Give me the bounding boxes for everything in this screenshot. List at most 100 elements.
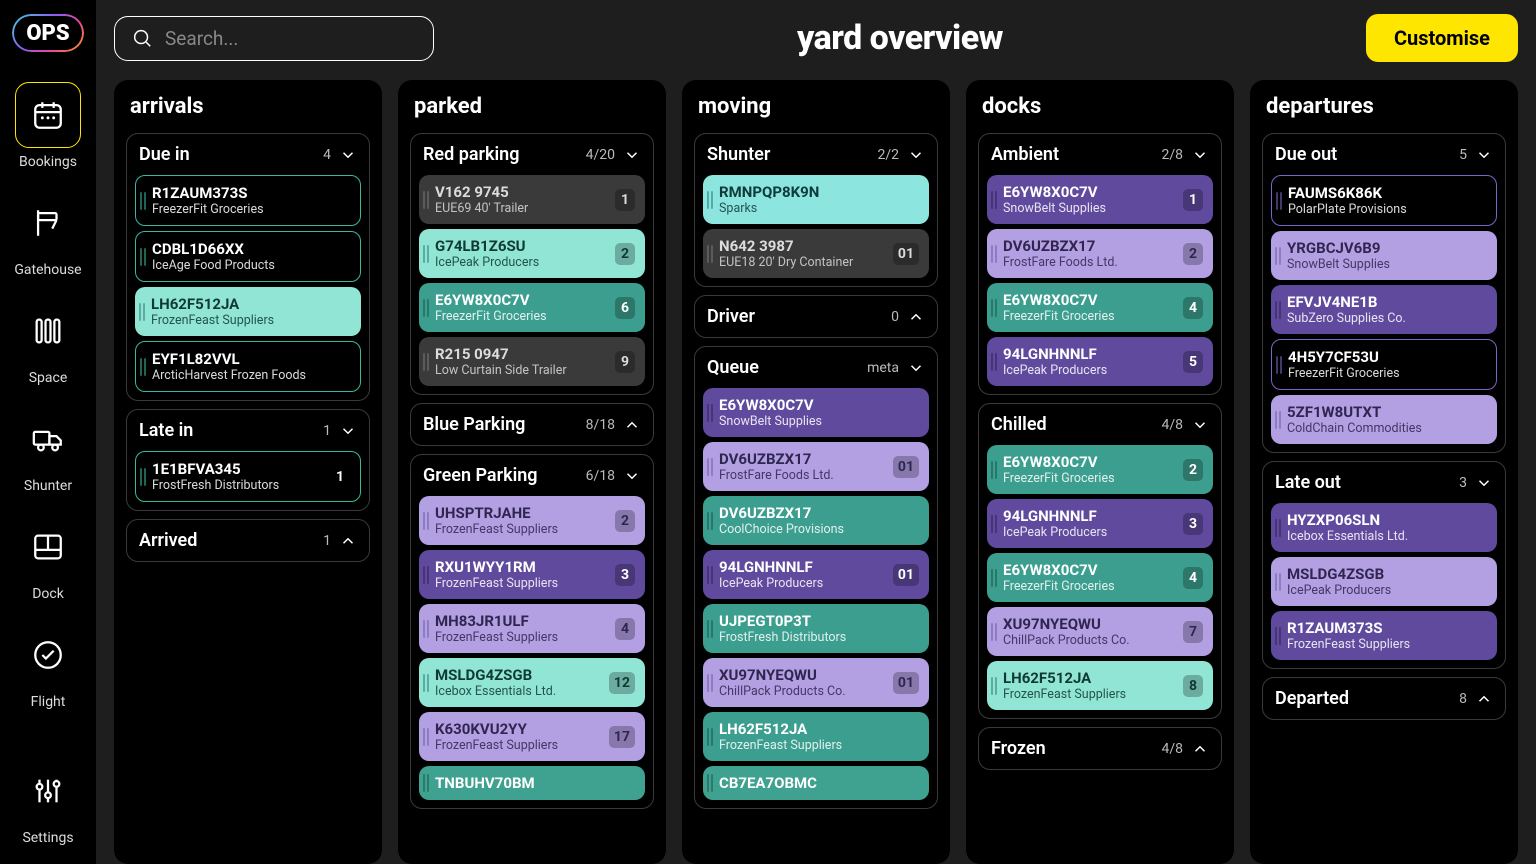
drag-handle-icon[interactable] xyxy=(703,566,717,584)
group-header[interactable]: Late out3 xyxy=(1263,462,1505,503)
card[interactable]: CDBL1D66XX IceAge Food Products xyxy=(135,231,361,282)
card[interactable]: UHSPTRJAHE FrozenFeast Suppliers 2 xyxy=(419,496,645,545)
drag-handle-icon[interactable] xyxy=(419,728,433,746)
group-header[interactable]: Ambient2/8 xyxy=(979,134,1221,175)
drag-handle-icon[interactable] xyxy=(1271,247,1285,265)
drag-handle-icon[interactable] xyxy=(987,461,1001,479)
card[interactable]: XU97NYEQWU ChillPack Products Co. 01 xyxy=(703,658,929,707)
drag-handle-icon[interactable] xyxy=(987,245,1001,263)
card[interactable]: 5ZF1W8UTXT ColdChain Commodities xyxy=(1271,395,1497,444)
card[interactable]: 4H5Y7CF53U FreezerFit Groceries xyxy=(1271,339,1497,390)
drag-handle-icon[interactable] xyxy=(419,674,433,692)
card[interactable]: LH62F512JA FrozenFeast Suppliers 8 xyxy=(987,661,1213,710)
card[interactable]: RXU1WYY1RM FrozenFeast Suppliers 3 xyxy=(419,550,645,599)
drag-handle-icon[interactable] xyxy=(136,248,150,266)
card[interactable]: EFVJV4NE1B SubZero Supplies Co. xyxy=(1271,285,1497,334)
drag-handle-icon[interactable] xyxy=(703,245,717,263)
drag-handle-icon[interactable] xyxy=(1271,411,1285,429)
drag-handle-icon[interactable] xyxy=(987,623,1001,641)
card[interactable]: 1E1BFVA345 FrostFresh Distributors 1 xyxy=(135,451,361,502)
group-header[interactable]: Frozen4/8 xyxy=(979,728,1221,769)
group-header[interactable]: Late in1 xyxy=(127,410,369,451)
drag-handle-icon[interactable] xyxy=(1271,573,1285,591)
card[interactable]: RMNPQP8K9N Sparks xyxy=(703,175,929,224)
drag-handle-icon[interactable] xyxy=(703,512,717,530)
sidebar-item-dock[interactable]: Dock xyxy=(6,506,90,610)
drag-handle-icon[interactable] xyxy=(703,674,717,692)
group-header[interactable]: Blue Parking8/18 xyxy=(411,404,653,445)
drag-handle-icon[interactable] xyxy=(136,192,150,210)
card[interactable]: E6YW8X0C7V SnowBelt Supplies xyxy=(703,388,929,437)
group-header[interactable]: Chilled4/8 xyxy=(979,404,1221,445)
drag-handle-icon[interactable] xyxy=(419,353,433,371)
drag-handle-icon[interactable] xyxy=(419,299,433,317)
drag-handle-icon[interactable] xyxy=(987,677,1001,695)
sidebar-item-shunter[interactable]: Shunter xyxy=(6,398,90,502)
card[interactable]: E6YW8X0C7V FreezerFit Groceries 6 xyxy=(419,283,645,332)
card[interactable]: DV6UZBZX17 FrostFare Foods Ltd. 2 xyxy=(987,229,1213,278)
drag-handle-icon[interactable] xyxy=(987,299,1001,317)
drag-handle-icon[interactable] xyxy=(703,620,717,638)
drag-handle-icon[interactable] xyxy=(135,303,149,321)
card[interactable]: R1ZAUM373S FreezerFit Groceries xyxy=(135,175,361,226)
card[interactable]: E6YW8X0C7V FreezerFit Groceries 4 xyxy=(987,553,1213,602)
drag-handle-icon[interactable] xyxy=(703,191,717,209)
group-header[interactable]: Shunter2/2 xyxy=(695,134,937,175)
card[interactable]: 94LGNHNNLF IcePeak Producers 5 xyxy=(987,337,1213,386)
search-input[interactable] xyxy=(165,27,417,50)
sidebar-item-flight[interactable]: Flight xyxy=(6,614,90,718)
drag-handle-icon[interactable] xyxy=(1272,356,1286,374)
card[interactable]: EYF1L82VVL ArcticHarvest Frozen Foods xyxy=(135,341,361,392)
drag-handle-icon[interactable] xyxy=(1271,519,1285,537)
drag-handle-icon[interactable] xyxy=(419,774,433,792)
sidebar-item-settings[interactable]: Settings xyxy=(6,750,90,854)
customise-button[interactable]: Customise xyxy=(1366,14,1518,62)
card[interactable]: MSLDG4ZSGB IcePeak Producers xyxy=(1271,557,1497,606)
card[interactable]: DV6UZBZX17 CoolChoice Provisions xyxy=(703,496,929,545)
drag-handle-icon[interactable] xyxy=(1271,627,1285,645)
card[interactable]: DV6UZBZX17 FrostFare Foods Ltd. 01 xyxy=(703,442,929,491)
group-header[interactable]: Arrived1 xyxy=(127,520,369,561)
group-header[interactable]: Due out5 xyxy=(1263,134,1505,175)
drag-handle-icon[interactable] xyxy=(419,566,433,584)
group-header[interactable]: Red parking4/20 xyxy=(411,134,653,175)
card[interactable]: TNBUHV70BM xyxy=(419,766,645,800)
card[interactable]: E6YW8X0C7V SnowBelt Supplies 1 xyxy=(987,175,1213,224)
group-header[interactable]: Due in4 xyxy=(127,134,369,175)
sidebar-item-space[interactable]: Space xyxy=(6,290,90,394)
card[interactable]: YRGBCJV6B9 SnowBelt Supplies xyxy=(1271,231,1497,280)
card[interactable]: MH83JR1ULF FrozenFeast Suppliers 4 xyxy=(419,604,645,653)
sidebar-item-gatehouse[interactable]: Gatehouse xyxy=(6,182,90,286)
card[interactable]: R1ZAUM373S FrozenFeast Suppliers xyxy=(1271,611,1497,660)
drag-handle-icon[interactable] xyxy=(419,191,433,209)
drag-handle-icon[interactable] xyxy=(703,404,717,422)
drag-handle-icon[interactable] xyxy=(136,358,150,376)
card[interactable]: UJPEGT0P3T FrostFresh Distributors xyxy=(703,604,929,653)
card[interactable]: XU97NYEQWU ChillPack Products Co. 7 xyxy=(987,607,1213,656)
drag-handle-icon[interactable] xyxy=(1271,301,1285,319)
drag-handle-icon[interactable] xyxy=(419,245,433,263)
drag-handle-icon[interactable] xyxy=(419,620,433,638)
drag-handle-icon[interactable] xyxy=(987,569,1001,587)
drag-handle-icon[interactable] xyxy=(987,515,1001,533)
card[interactable]: LH62F512JA FrozenFeast Suppliers xyxy=(135,287,361,336)
group-header[interactable]: Green Parking6/18 xyxy=(411,455,653,496)
card[interactable]: R215 0947 Low Curtain Side Trailer 9 xyxy=(419,337,645,386)
card[interactable]: HYZXP06SLN Icebox Essentials Ltd. xyxy=(1271,503,1497,552)
group-header[interactable]: Queuemeta xyxy=(695,347,937,388)
drag-handle-icon[interactable] xyxy=(987,191,1001,209)
card[interactable]: FAUMS6K86K PolarPlate Provisions xyxy=(1271,175,1497,226)
card[interactable]: MSLDG4ZSGB Icebox Essentials Ltd. 12 xyxy=(419,658,645,707)
card[interactable]: V162 9745 EUE69 40' Trailer 1 xyxy=(419,175,645,224)
card[interactable]: G74LB1Z6SU IcePeak Producers 2 xyxy=(419,229,645,278)
card[interactable]: 94LGNHNNLF IcePeak Producers 3 xyxy=(987,499,1213,548)
group-header[interactable]: Driver0 xyxy=(695,296,937,337)
card[interactable]: E6YW8X0C7V FreezerFit Groceries 2 xyxy=(987,445,1213,494)
drag-handle-icon[interactable] xyxy=(987,353,1001,371)
drag-handle-icon[interactable] xyxy=(703,458,717,476)
search-box[interactable] xyxy=(114,16,434,61)
card[interactable]: E6YW8X0C7V FreezerFit Groceries 4 xyxy=(987,283,1213,332)
card[interactable]: 94LGNHNNLF IcePeak Producers 01 xyxy=(703,550,929,599)
drag-handle-icon[interactable] xyxy=(419,512,433,530)
drag-handle-icon[interactable] xyxy=(703,728,717,746)
